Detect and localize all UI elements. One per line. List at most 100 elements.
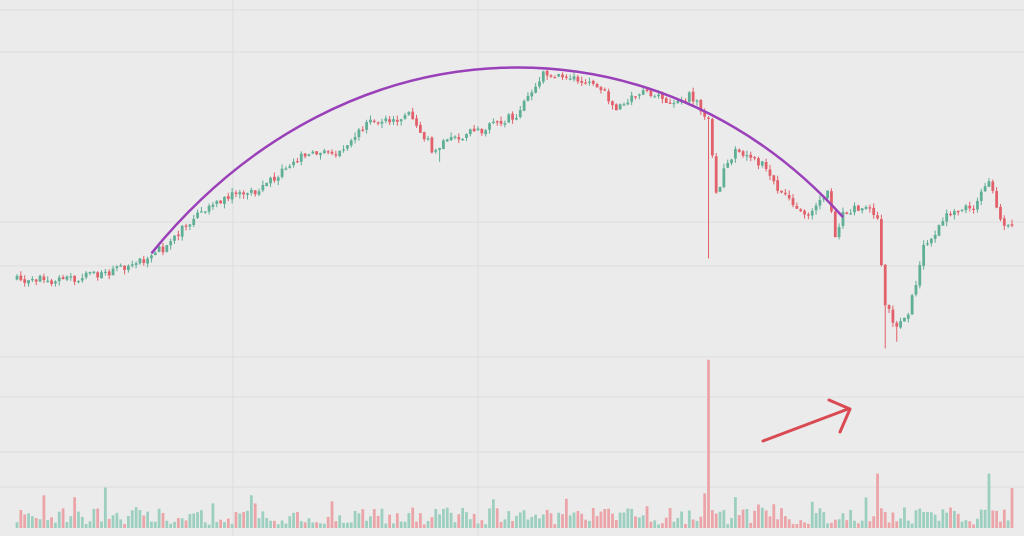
- candle-body: [933, 234, 937, 239]
- candle-body: [200, 211, 203, 213]
- candle-body: [84, 272, 88, 278]
- candle-body: [42, 276, 46, 281]
- volume-bar: [511, 521, 514, 528]
- candle-body: [603, 89, 607, 91]
- candle-body: [818, 199, 822, 206]
- candle-body: [730, 159, 733, 164]
- volume-bar: [15, 522, 19, 528]
- candle-body: [299, 153, 303, 162]
- volume-bar: [372, 509, 376, 528]
- volume-bar: [630, 508, 634, 528]
- candle-body: [922, 244, 926, 266]
- volume-bar: [879, 508, 883, 528]
- volume-bar: [319, 523, 322, 528]
- volume-bar: [107, 518, 111, 528]
- volume-bar: [284, 523, 288, 528]
- candle-body: [180, 225, 184, 237]
- volume-bar: [622, 512, 626, 528]
- candle-body: [511, 113, 514, 120]
- volume-bar: [929, 512, 933, 528]
- candle-body: [230, 192, 234, 200]
- volume-bar: [146, 511, 150, 528]
- volume-bar: [764, 510, 768, 528]
- volume-bar: [257, 518, 261, 528]
- candle-body: [23, 279, 27, 283]
- candle-body: [630, 95, 634, 102]
- volume-bar: [1002, 509, 1006, 528]
- candle-body: [883, 264, 887, 306]
- candle-body: [545, 70, 549, 76]
- volume-bar: [618, 512, 622, 528]
- volume-bar: [472, 513, 476, 528]
- volume-bar: [895, 521, 899, 528]
- volume-bar: [564, 498, 568, 528]
- candle-body: [73, 275, 77, 282]
- candle-body: [96, 272, 100, 278]
- candle-body: [284, 168, 288, 170]
- volume-bar: [42, 495, 46, 528]
- volume-bar: [119, 519, 123, 528]
- volume-bar: [273, 520, 276, 528]
- candle-body: [357, 129, 361, 138]
- volume-bar: [80, 516, 84, 528]
- candle-body: [249, 189, 253, 193]
- candle-body: [564, 76, 568, 78]
- candle-body: [138, 258, 142, 264]
- volume-bar: [288, 516, 292, 528]
- candle-body: [772, 175, 776, 182]
- volume-bar: [457, 514, 461, 528]
- volume-bar: [453, 522, 457, 528]
- volume-bar: [795, 524, 799, 528]
- volume-bar: [557, 512, 561, 528]
- candle-body: [445, 139, 449, 142]
- candle-body: [219, 200, 222, 204]
- volume-bar: [653, 520, 657, 528]
- candle-body: [945, 213, 949, 222]
- candle-body: [503, 123, 507, 125]
- volume-bar: [234, 512, 238, 528]
- volume-bar: [127, 516, 130, 528]
- volume-bar: [196, 512, 199, 528]
- volume-bar: [111, 515, 115, 528]
- volume-bar: [526, 519, 530, 528]
- volume-bar: [395, 513, 399, 528]
- candle-body: [757, 158, 760, 166]
- candle-body: [960, 209, 964, 211]
- candle-body: [899, 321, 902, 328]
- volume-bar: [787, 519, 791, 528]
- volume-bar: [553, 524, 557, 528]
- candle-body: [338, 150, 342, 157]
- candle-body: [326, 151, 330, 153]
- candle-body: [891, 309, 895, 323]
- volume-bar: [807, 523, 810, 528]
- volume-bar: [783, 516, 787, 528]
- candle-body: [280, 168, 284, 177]
- candle-body: [273, 176, 276, 181]
- volume-bar: [941, 509, 945, 528]
- candle-body: [814, 205, 818, 211]
- candle-body: [242, 192, 246, 195]
- volume-bar: [468, 519, 472, 528]
- candle-body: [676, 100, 680, 104]
- volume-bar: [737, 515, 741, 528]
- candle-body: [645, 89, 649, 91]
- volume-bar: [223, 522, 226, 528]
- volume-bar: [657, 524, 660, 528]
- volume-bar: [757, 504, 760, 528]
- volume-bar: [845, 520, 849, 528]
- candle-body: [937, 225, 941, 236]
- candle-body: [956, 211, 960, 213]
- candle-body: [538, 81, 541, 87]
- volume-bar: [837, 519, 841, 528]
- volume-bar: [353, 510, 357, 528]
- candle-body: [918, 264, 922, 286]
- candle-body: [499, 120, 503, 124]
- volume-bar: [753, 510, 756, 528]
- candle-body: [941, 221, 945, 226]
- volume-bar: [849, 509, 853, 528]
- volume-bar: [515, 515, 518, 528]
- volume-bar: [541, 514, 545, 528]
- volume-bar: [661, 523, 664, 528]
- volume-bar: [392, 523, 395, 528]
